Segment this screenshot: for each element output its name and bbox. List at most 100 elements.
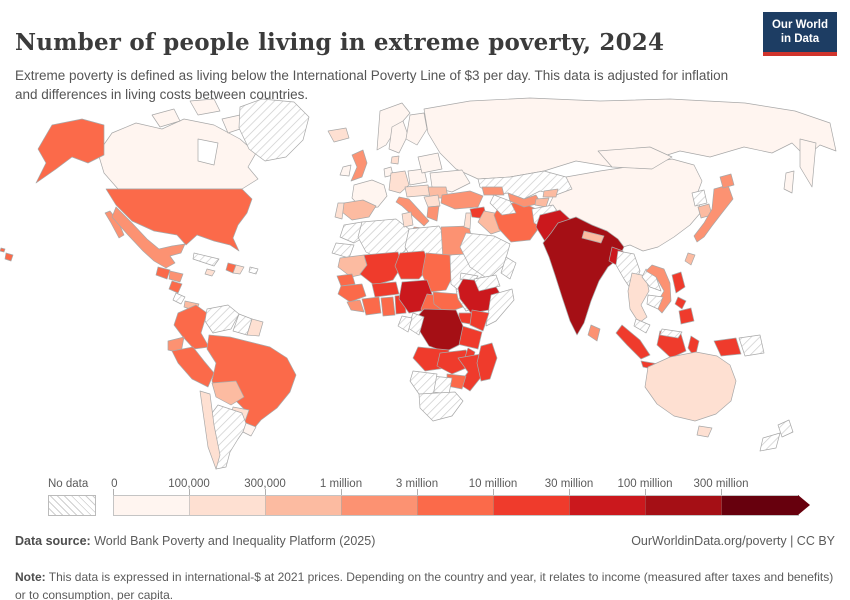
legend-segment-6[interactable] xyxy=(570,496,646,515)
country-sweden[interactable] xyxy=(388,120,409,154)
country-jamaica[interactable] xyxy=(204,268,216,277)
country-madagascar[interactable] xyxy=(476,342,498,382)
country-ukraine[interactable] xyxy=(429,169,471,193)
country-peru[interactable] xyxy=(171,346,215,388)
country-nepal[interactable] xyxy=(581,230,605,244)
country-gabon[interactable] xyxy=(397,315,413,333)
country-greenland[interactable] xyxy=(238,98,310,162)
country-germany[interactable] xyxy=(388,170,410,194)
legend-segment-2[interactable] xyxy=(266,496,342,515)
country-japan-hokkaido[interactable] xyxy=(719,173,735,189)
country-russia-sakhalin[interactable] xyxy=(783,170,795,194)
country-niger[interactable] xyxy=(394,250,431,280)
country-central-europe[interactable] xyxy=(404,184,431,198)
country-north-korea[interactable] xyxy=(691,189,708,207)
country-united-kingdom[interactable] xyxy=(350,149,368,182)
country-canada-arctic-2[interactable] xyxy=(189,98,221,116)
country-namibia[interactable] xyxy=(409,370,438,397)
country-malaysia[interactable] xyxy=(633,318,651,334)
country-brazil[interactable] xyxy=(206,334,297,433)
country-dominican-republic[interactable] xyxy=(232,264,245,275)
legend-color-bar[interactable] xyxy=(113,495,799,516)
country-malaysian-borneo[interactable] xyxy=(659,328,683,339)
legend-segment-1[interactable] xyxy=(190,496,266,515)
country-ireland[interactable] xyxy=(339,164,352,177)
legend-segment-5[interactable] xyxy=(494,496,570,515)
country-nicaragua[interactable] xyxy=(168,280,183,294)
country-taiwan[interactable] xyxy=(684,252,696,266)
country-senegal[interactable] xyxy=(336,273,356,287)
country-greece[interactable] xyxy=(426,205,440,222)
country-venezuela[interactable] xyxy=(204,304,240,334)
country-caucasus[interactable] xyxy=(481,186,505,196)
country-levant[interactable] xyxy=(463,212,472,230)
country-western-sahara[interactable] xyxy=(331,242,355,259)
country-sri-lanka[interactable] xyxy=(587,324,601,342)
country-indonesia-sumatra[interactable] xyxy=(615,324,651,360)
country-vietnam[interactable] xyxy=(645,264,672,314)
country-costa-rica[interactable] xyxy=(172,292,186,305)
country-united-states-hawaii-2[interactable] xyxy=(0,247,6,253)
legend-segment-7[interactable] xyxy=(646,496,722,515)
country-uruguay[interactable] xyxy=(242,422,257,437)
owid-link[interactable]: OurWorldinData.org/poverty | CC BY xyxy=(631,534,835,548)
country-portugal[interactable] xyxy=(334,202,345,220)
legend-segment-3[interactable] xyxy=(342,496,418,515)
country-saudi-arabia[interactable] xyxy=(459,232,511,280)
country-zambia[interactable] xyxy=(436,349,472,375)
country-united-states-hawaii[interactable] xyxy=(4,252,14,262)
countries-layer[interactable] xyxy=(0,97,837,470)
no-data-swatch[interactable] xyxy=(48,495,96,516)
country-oman[interactable] xyxy=(500,256,517,280)
country-indonesia-west-papua[interactable] xyxy=(713,337,742,357)
country-guatemala[interactable] xyxy=(155,266,171,280)
legend-segment-8[interactable] xyxy=(722,496,798,515)
world-map-svg[interactable] xyxy=(0,95,850,475)
country-turkey[interactable] xyxy=(440,190,484,210)
country-australia[interactable] xyxy=(644,351,737,422)
country-south-africa[interactable] xyxy=(418,391,464,422)
country-papua-new-guinea[interactable] xyxy=(738,334,765,357)
legend-segment-0[interactable] xyxy=(114,496,190,515)
country-canada-arctic-1[interactable] xyxy=(151,108,181,128)
country-philippines-visayas[interactable] xyxy=(674,296,687,310)
country-yemen[interactable] xyxy=(473,274,501,292)
country-united-states-alaska[interactable] xyxy=(35,118,105,184)
country-dr-congo[interactable] xyxy=(416,308,464,353)
country-mauritania[interactable] xyxy=(337,254,370,278)
country-philippines-luzon[interactable] xyxy=(671,271,686,294)
country-new-zealand-north[interactable] xyxy=(777,419,794,438)
country-suriname[interactable] xyxy=(246,318,264,337)
country-ghana[interactable] xyxy=(380,296,396,317)
country-turkmenistan[interactable] xyxy=(489,194,517,216)
country-balkans[interactable] xyxy=(423,194,441,208)
country-sierra-leone-liberia[interactable] xyxy=(346,299,365,313)
country-somalia[interactable] xyxy=(485,288,515,327)
country-australia-tasmania[interactable] xyxy=(696,425,713,438)
owid-logo[interactable]: Our World in Data xyxy=(762,12,837,56)
country-japan[interactable] xyxy=(693,184,734,243)
country-kyrgyzstan[interactable] xyxy=(542,188,559,198)
country-cuba[interactable] xyxy=(192,252,220,267)
country-united-states[interactable] xyxy=(105,188,253,252)
country-guinea[interactable] xyxy=(337,283,367,303)
country-cambodia[interactable] xyxy=(646,294,664,310)
country-italy[interactable] xyxy=(395,196,430,227)
country-tajikistan[interactable] xyxy=(534,197,550,208)
country-tunisia[interactable] xyxy=(401,211,414,228)
country-philippines-mindanao[interactable] xyxy=(678,307,695,325)
country-russia-kamchatka[interactable] xyxy=(799,138,817,188)
country-chile[interactable] xyxy=(199,390,221,470)
country-bolivia[interactable] xyxy=(211,380,245,406)
country-puerto-rico[interactable] xyxy=(248,266,259,275)
country-honduras[interactable] xyxy=(168,270,184,283)
country-kenya[interactable] xyxy=(469,309,490,332)
country-ivory-coast[interactable] xyxy=(361,296,382,316)
country-mongolia[interactable] xyxy=(597,146,673,170)
country-iceland[interactable] xyxy=(327,127,350,143)
country-mali[interactable] xyxy=(359,251,403,286)
country-new-zealand-south[interactable] xyxy=(759,432,781,452)
legend-segment-4[interactable] xyxy=(418,496,494,515)
country-india[interactable] xyxy=(542,216,625,336)
country-finland[interactable] xyxy=(405,112,428,146)
